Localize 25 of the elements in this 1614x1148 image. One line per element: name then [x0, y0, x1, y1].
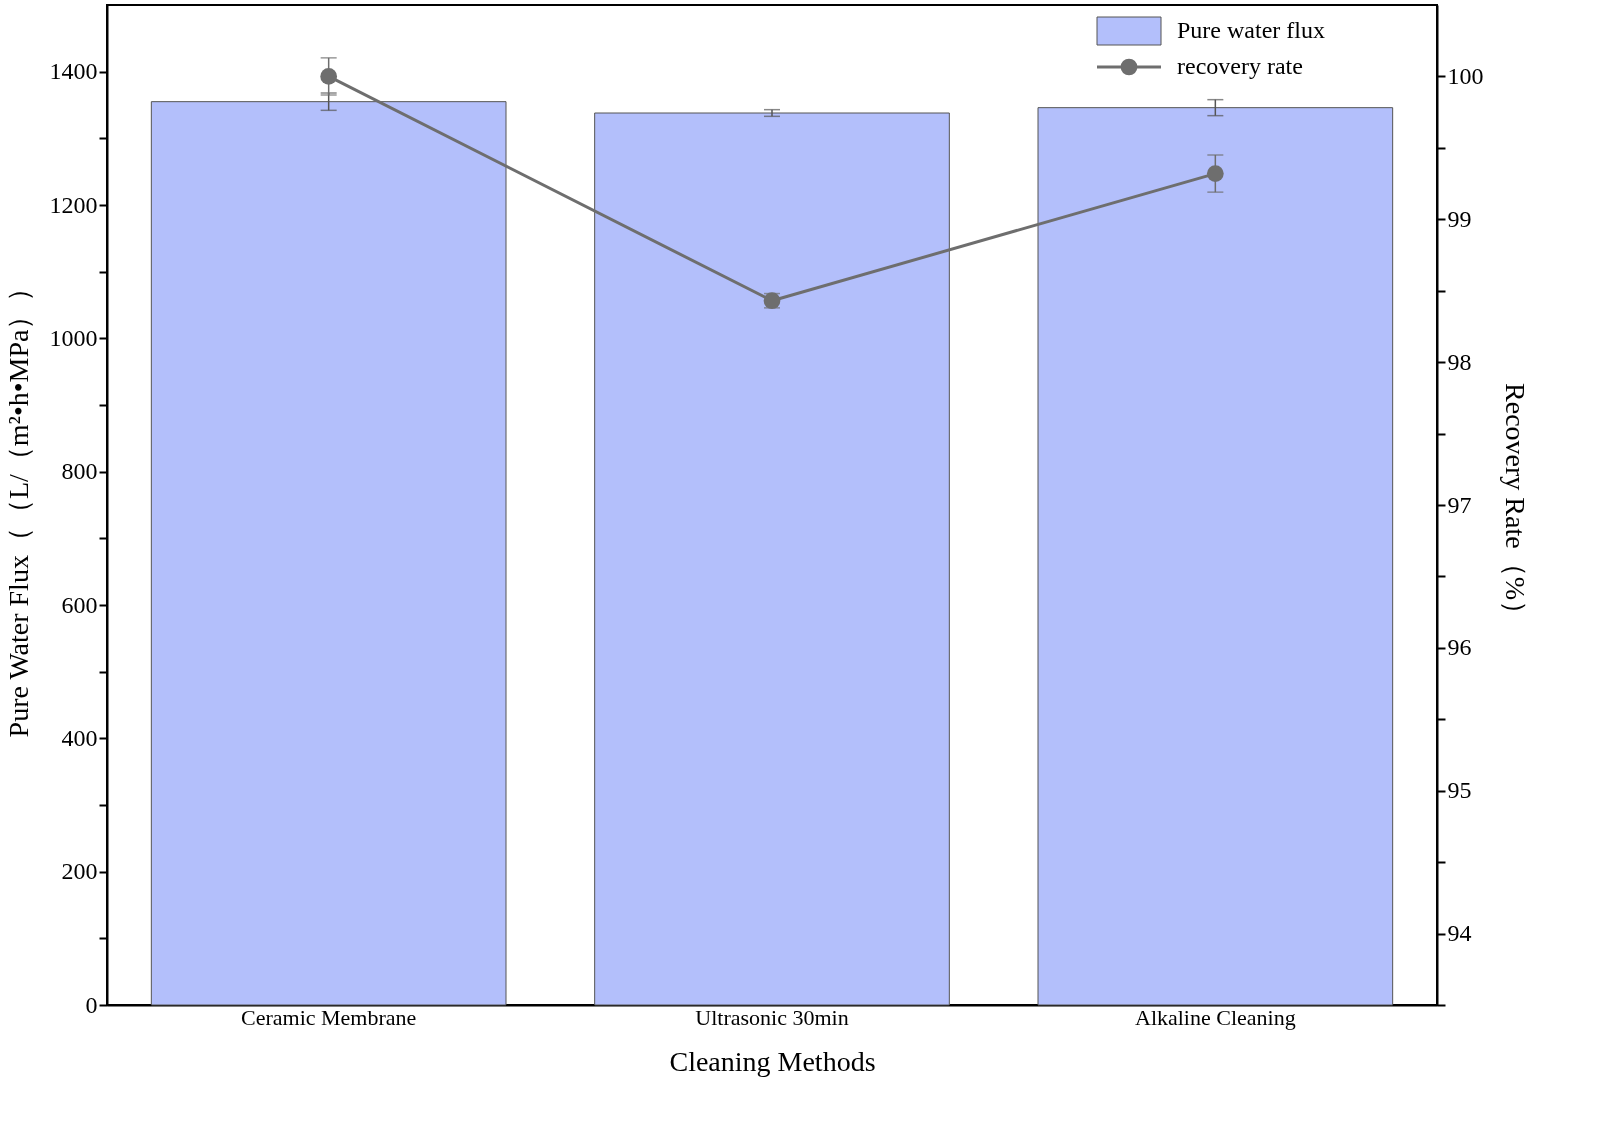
y2-tick-label: 94 — [1447, 920, 1472, 947]
y2-tick-label: 98 — [1447, 348, 1472, 375]
x-tick-label: Ceramic Membrane — [241, 1004, 417, 1030]
y-tick-label: 0 — [85, 991, 98, 1018]
y2-tick-label: 99 — [1447, 205, 1472, 232]
y2-tick-label: 97 — [1447, 491, 1472, 518]
y-tick-label: 400 — [61, 724, 98, 751]
y-tick-label: 1000 — [49, 324, 98, 351]
point — [1206, 165, 1224, 182]
x-axis-title: Cleaning Methods — [669, 1045, 876, 1077]
y2-axis-title: Recovery Rate（%） — [1499, 383, 1531, 628]
x-tick-label: Ultrasonic 30min — [695, 1004, 849, 1030]
x-tick-label: Alkaline Cleaning — [1134, 1004, 1296, 1030]
y2-tick-label: 100 — [1447, 62, 1484, 89]
y-tick-label: 1400 — [49, 58, 98, 85]
y-tick-label: 1200 — [49, 191, 98, 218]
y-tick-label: 200 — [61, 858, 98, 885]
legend-label: Pure water flux — [1177, 17, 1325, 43]
y2-tick-label: 95 — [1447, 777, 1472, 804]
point — [320, 68, 338, 85]
y-tick-label: 800 — [61, 458, 98, 485]
y-axis-title: Pure Water Flux（（L/（m²•h•MPa）） — [2, 273, 34, 738]
y2-tick-label: 96 — [1447, 634, 1472, 661]
y-tick-label: 600 — [61, 591, 98, 618]
legend-label: recovery rate — [1177, 53, 1303, 79]
